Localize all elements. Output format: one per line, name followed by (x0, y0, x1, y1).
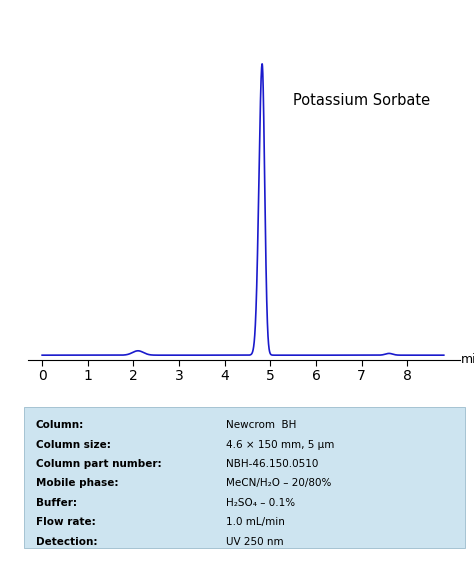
Text: Detection:: Detection: (36, 537, 97, 546)
Text: Newcrom  BH: Newcrom BH (227, 420, 297, 431)
Text: Potassium Sorbate: Potassium Sorbate (293, 93, 430, 108)
Text: Mobile phase:: Mobile phase: (36, 478, 118, 488)
Text: min: min (461, 353, 474, 366)
Text: Buffer:: Buffer: (36, 498, 76, 508)
Text: Column size:: Column size: (36, 440, 110, 450)
Text: NBH-46.150.0510: NBH-46.150.0510 (227, 459, 319, 469)
Text: Column part number:: Column part number: (36, 459, 161, 469)
Text: UV 250 nm: UV 250 nm (227, 537, 284, 546)
Text: 1.0 mL/min: 1.0 mL/min (227, 517, 285, 527)
Text: 4.6 × 150 mm, 5 μm: 4.6 × 150 mm, 5 μm (227, 440, 335, 450)
Text: Flow rate:: Flow rate: (36, 517, 95, 527)
Text: H₂SO₄ – 0.1%: H₂SO₄ – 0.1% (227, 498, 296, 508)
Text: MeCN/H₂O – 20/80%: MeCN/H₂O – 20/80% (227, 478, 332, 488)
Text: Column:: Column: (36, 420, 84, 431)
